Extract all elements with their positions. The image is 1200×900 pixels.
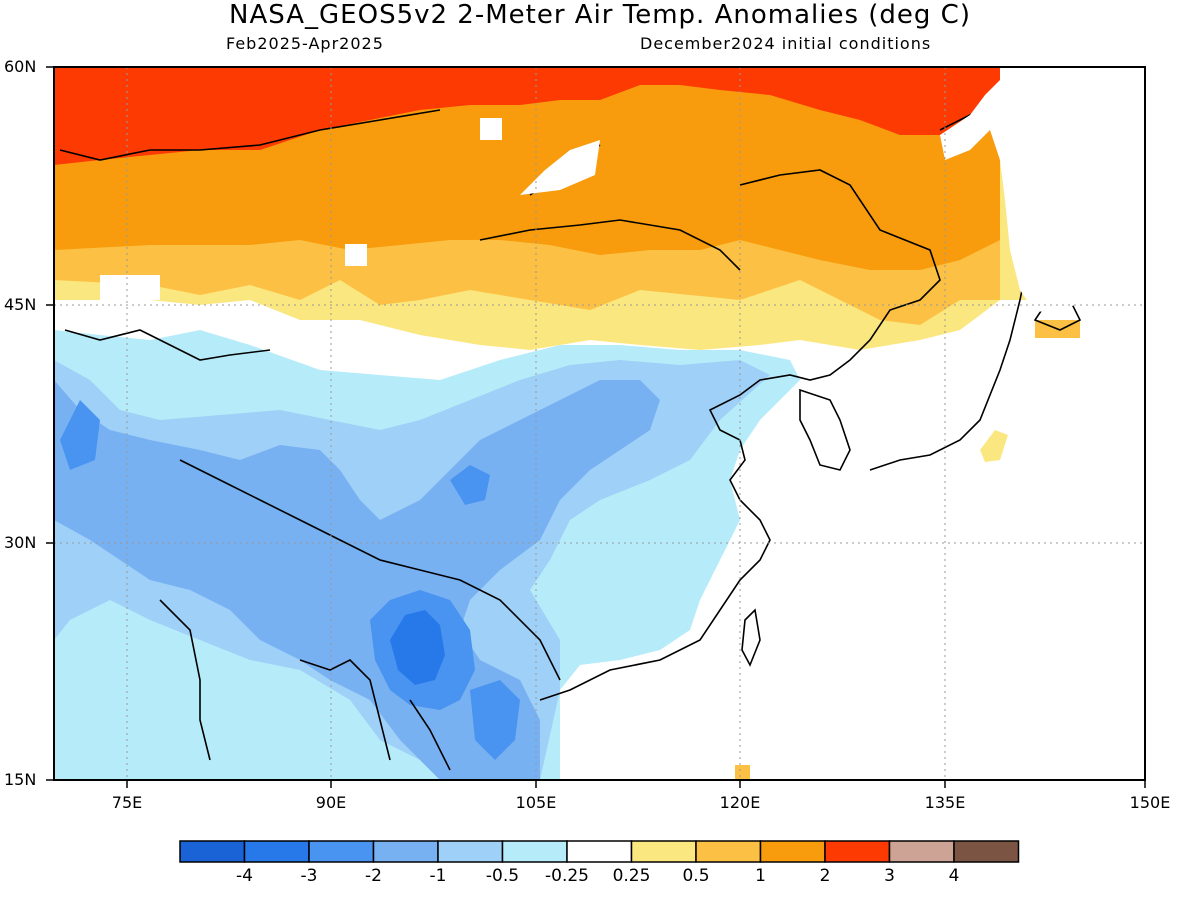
colorbar-label: -4 <box>236 866 253 886</box>
colorbar-label: -3 <box>300 866 318 886</box>
x-tick-label: 120E <box>719 793 761 812</box>
colorbar-swatch <box>437 840 504 863</box>
anomaly-region <box>54 380 660 780</box>
anomaly-field <box>54 67 1145 780</box>
colorbar <box>179 840 1020 863</box>
colorbar-label: -0.25 <box>545 866 589 886</box>
colorbar-swatch <box>695 840 762 863</box>
colorbar-swatch <box>308 840 375 863</box>
y-tick-label: 30N <box>4 533 37 552</box>
colorbar-swatch <box>953 840 1020 863</box>
colorbar-swatch <box>372 840 439 863</box>
anomaly-region <box>470 680 520 760</box>
colorbar-label: 0.25 <box>612 866 651 886</box>
colorbar-label: -1 <box>429 866 447 886</box>
initial-conditions: December2024 initial conditions <box>640 34 932 53</box>
masked-areas <box>100 67 1145 312</box>
anomaly-region <box>54 67 1000 165</box>
anomaly-region <box>980 430 1008 462</box>
y-tick-label: 45N <box>4 295 37 314</box>
colorbar-swatch <box>501 840 568 863</box>
colorbar-label: 3 <box>884 866 895 886</box>
y-tick-label: 60N <box>4 57 37 76</box>
colorbar-label: 0.5 <box>682 866 710 886</box>
forecast-period: Feb2025-Apr2025 <box>226 34 384 53</box>
x-tick-label: 150E <box>1129 793 1171 812</box>
map-title: NASA_GEOS5v2 2-Meter Air Temp. Anomalies… <box>229 0 971 30</box>
y-tick-label: 15N <box>4 770 37 789</box>
anomaly-region <box>735 765 750 780</box>
x-tick-label: 90E <box>315 793 347 812</box>
colorbar-swatch <box>888 840 955 863</box>
colorbar-swatch <box>243 840 310 863</box>
colorbar-swatch <box>630 840 697 863</box>
x-tick-label: 105E <box>515 793 557 812</box>
map-frame <box>53 66 1146 781</box>
colorbar-label: 4 <box>948 866 960 886</box>
colorbar-swatch <box>824 840 891 863</box>
graticule <box>54 67 1145 780</box>
colorbar-label: -0.5 <box>485 866 520 886</box>
colorbar-swatch <box>759 840 826 863</box>
colorbar-label: -2 <box>365 866 382 886</box>
colorbar-label: 2 <box>819 866 831 886</box>
anomaly-region <box>390 610 445 685</box>
anomaly-region <box>450 465 490 505</box>
x-tick-label: 135E <box>924 793 966 812</box>
colorbar-swatch <box>179 840 246 863</box>
colorbar-label: 1 <box>755 866 766 886</box>
x-tick-label: 75E <box>111 793 143 812</box>
colorbar-swatch <box>566 840 633 863</box>
ticks <box>46 66 1146 788</box>
anomaly-region <box>60 400 100 470</box>
